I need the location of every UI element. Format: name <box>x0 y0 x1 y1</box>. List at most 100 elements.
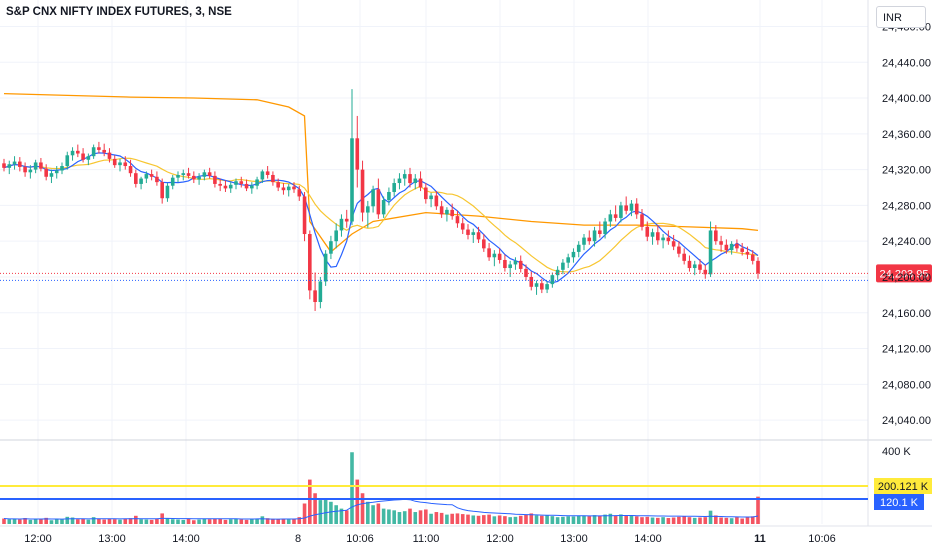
price-axis-tick: 24,400.00 <box>882 93 931 105</box>
volume-bar <box>677 516 681 524</box>
candle-body <box>91 147 96 157</box>
price-axis-tick: 24,040.00 <box>882 415 931 427</box>
volume-bar <box>687 517 692 524</box>
candle-body <box>582 237 586 245</box>
volume-bar <box>207 519 212 524</box>
volume-bar <box>18 519 22 524</box>
candle-body <box>286 186 291 191</box>
volume-bar <box>540 515 544 524</box>
candle-body <box>455 216 460 224</box>
volume-bar <box>729 518 734 524</box>
volume-bar <box>255 518 259 524</box>
candle-body <box>376 189 381 215</box>
candle-body <box>360 169 365 213</box>
candle-body <box>571 251 576 258</box>
volume-bar <box>192 520 196 524</box>
volume-bar <box>598 515 602 524</box>
volume-bar <box>323 498 328 524</box>
volume-bar <box>49 520 54 524</box>
currency-selector[interactable]: INR <box>876 6 926 28</box>
candle-body <box>598 230 602 235</box>
candle-body <box>292 186 296 190</box>
volume-bar <box>756 496 760 524</box>
candle-body <box>355 138 360 170</box>
volume-bars <box>2 452 760 524</box>
volume-bar <box>534 515 539 524</box>
candle-body <box>239 181 244 184</box>
volume-bar <box>123 518 128 524</box>
volume-bar <box>86 519 91 524</box>
candle-body <box>334 230 338 242</box>
time-axis-tick: 14:00 <box>634 533 662 545</box>
candle-body <box>692 264 697 269</box>
volume-bar <box>97 518 101 524</box>
volume-bar <box>149 519 154 524</box>
volume-bar <box>76 519 80 524</box>
candle-body <box>550 275 555 285</box>
volume-bar <box>497 515 502 524</box>
volume-bar <box>33 518 38 524</box>
volume-bar <box>682 516 686 524</box>
slow-moving-average-line <box>3 157 759 273</box>
candle-body <box>366 206 370 213</box>
volume-bar <box>645 516 650 524</box>
volume-axis-tick: 400 K <box>882 446 911 458</box>
volume-bar <box>381 508 386 524</box>
volume-bar <box>387 509 391 524</box>
volume-bar <box>371 505 375 524</box>
volume-bar <box>587 516 592 524</box>
candle-body <box>218 183 222 186</box>
volume-bar <box>634 516 639 524</box>
candle-body <box>213 175 217 184</box>
volume-bar <box>186 518 191 524</box>
candle-body <box>397 178 402 184</box>
volume-bar <box>402 511 407 524</box>
candle-body <box>424 187 428 200</box>
candle-body <box>318 281 323 303</box>
volume-bar <box>450 513 454 524</box>
volume-bar <box>624 515 628 524</box>
volume-bar <box>128 518 133 524</box>
volume-bar <box>265 518 270 524</box>
volume-bar <box>276 519 280 524</box>
volume-bar <box>54 518 59 524</box>
candle-body <box>144 174 149 179</box>
time-axis-tick: 10:06 <box>808 533 836 545</box>
candle-body <box>613 214 618 218</box>
candle-body <box>482 239 486 249</box>
volume-ref-label-bg <box>874 478 932 494</box>
candle-body <box>608 214 613 222</box>
candle-body <box>308 234 312 291</box>
candle-body <box>387 191 391 201</box>
candle-body <box>418 178 423 188</box>
volume-bar <box>429 513 433 524</box>
candle-body <box>128 166 133 174</box>
candle-body <box>165 185 170 199</box>
candle-body <box>561 262 565 270</box>
last-price-label-bg <box>876 264 932 283</box>
candle-body <box>244 183 249 189</box>
volume-bar <box>508 517 512 524</box>
volume-bar <box>7 519 12 524</box>
volume-bar <box>413 512 418 524</box>
time-axis-tick: 11:00 <box>413 533 440 545</box>
candle-body <box>513 260 518 265</box>
price-axis-tick: 24,200.00 <box>882 272 931 284</box>
candle-body <box>460 223 465 230</box>
volume-bar <box>176 519 180 524</box>
candle-body <box>492 253 497 258</box>
candle-body <box>170 177 175 186</box>
volume-bar <box>529 513 534 524</box>
volume-bar <box>545 515 549 524</box>
candle-body <box>619 205 623 218</box>
time-axis-tick: 13:00 <box>560 533 588 545</box>
volume-bar <box>218 518 222 524</box>
time-axis-tick: 12:00 <box>24 533 52 545</box>
candle-body <box>197 176 201 180</box>
candle-body <box>439 206 444 215</box>
volume-bar <box>234 518 238 524</box>
volume-bar <box>592 515 597 524</box>
volume-bar <box>134 515 138 524</box>
